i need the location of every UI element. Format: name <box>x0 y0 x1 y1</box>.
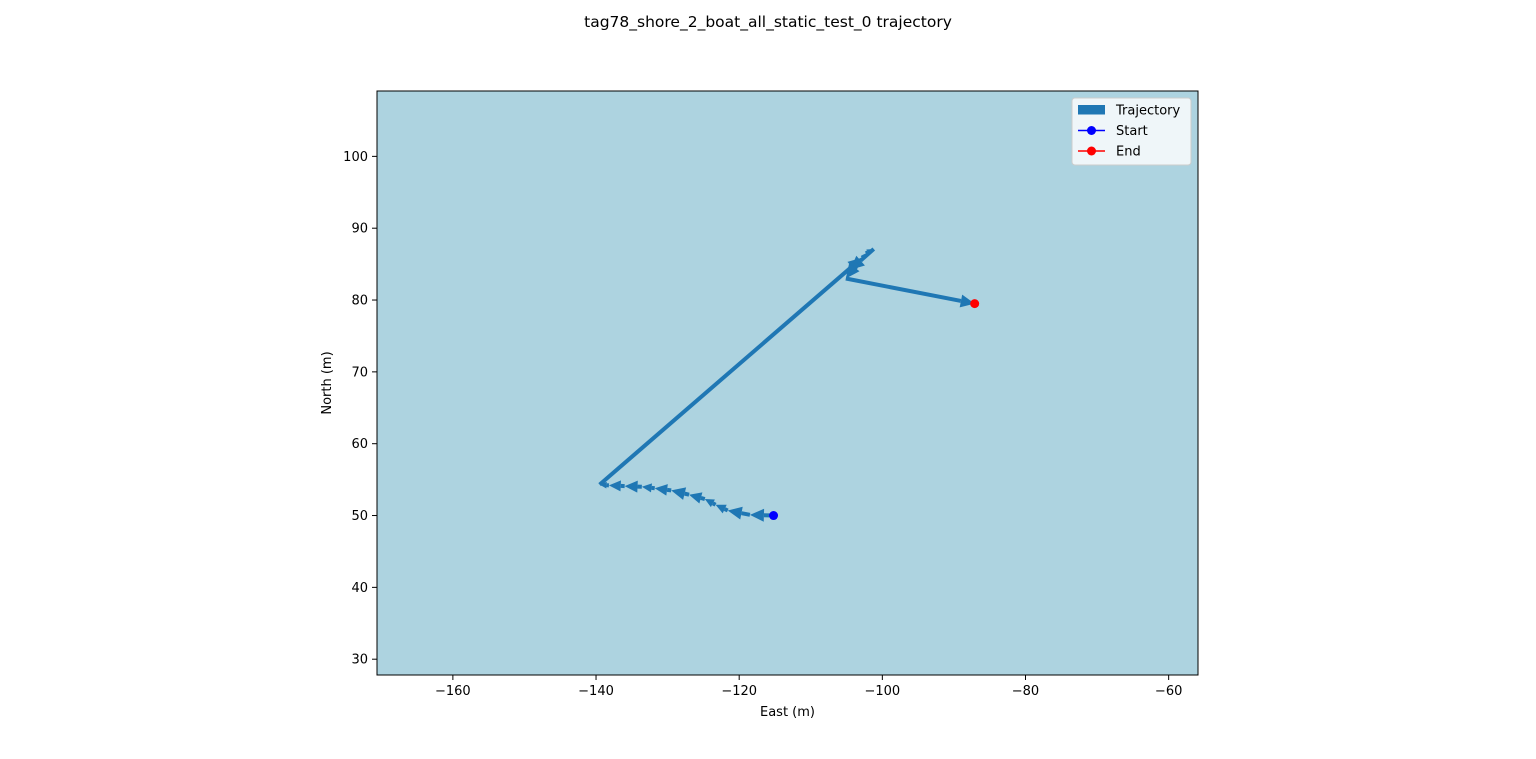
trajectory-arrowhead <box>845 263 860 279</box>
trajectory-arrowhead <box>624 480 638 493</box>
y-tick-label: 100 <box>343 150 368 165</box>
legend: Trajectory Start End <box>1071 97 1192 166</box>
trajectory-arrowhead <box>608 480 621 492</box>
legend-box <box>1071 97 1192 166</box>
y-tick-label: 70 <box>351 365 368 380</box>
plot-frame <box>376 90 1199 676</box>
trajectory-segment <box>852 262 859 269</box>
x-tick-label: −60 <box>1155 684 1182 699</box>
legend-label-start: Start <box>1116 124 1148 139</box>
trajectory-arrowhead <box>727 506 743 520</box>
trajectory-segment <box>723 507 729 513</box>
y-tick-label: 40 <box>351 581 368 596</box>
chart-title: tag78_shore_2_boat_all_static_test_0 tra… <box>584 13 952 32</box>
y-tick-label: 80 <box>351 294 368 309</box>
x-tick-label: −140 <box>578 684 614 699</box>
trajectory-segment <box>700 496 706 501</box>
trajectory-segment <box>711 501 717 507</box>
x-tick-label: −120 <box>721 684 757 699</box>
trajectory-segment <box>684 491 690 497</box>
trajectory-segment <box>845 276 962 303</box>
trajectory-arrowhead <box>689 492 703 504</box>
trajectory-arrowhead <box>704 499 715 508</box>
x-axis-label: East (m) <box>760 705 815 720</box>
y-tick-label: 90 <box>351 222 368 237</box>
y-tick-label: 60 <box>351 437 368 452</box>
trajectory-arrowhead <box>654 484 668 496</box>
legend-label-trajectory: Trajectory <box>1115 104 1180 119</box>
trajectory-arrowhead <box>671 487 687 500</box>
end-marker <box>970 299 980 309</box>
trajectory-arrowhead <box>641 483 653 493</box>
plot-area <box>377 91 1198 675</box>
x-tick-label: −100 <box>864 684 900 699</box>
x-axis-ticks: −160 −140 −120 −100 −80 −60 <box>435 675 1182 699</box>
trajectory-arrowhead <box>749 508 765 522</box>
legend-swatch-trajectory <box>1078 105 1105 115</box>
marker-layer <box>769 299 980 521</box>
legend-dot-end <box>1087 146 1096 156</box>
trajectory-arrowhead <box>715 504 727 514</box>
legend-label-end: End <box>1116 145 1141 160</box>
trajectory-segment <box>598 265 854 487</box>
y-axis-ticks: 30 40 50 60 70 80 90 100 <box>343 150 377 668</box>
trajectory-segment <box>666 487 672 493</box>
trajectory-layer <box>598 247 975 522</box>
y-axis-label: North (m) <box>320 351 335 414</box>
x-tick-label: −160 <box>435 684 471 699</box>
y-tick-label: 30 <box>351 653 368 668</box>
trajectory-segment <box>859 247 876 263</box>
legend-items: Trajectory Start End <box>1078 104 1180 160</box>
start-marker <box>769 511 779 521</box>
trajectory-arrowhead <box>599 481 607 489</box>
trajectory-segment <box>741 511 751 517</box>
y-tick-label: 50 <box>351 509 368 524</box>
x-tick-label: −80 <box>1012 684 1039 699</box>
legend-dot-start <box>1087 126 1096 135</box>
